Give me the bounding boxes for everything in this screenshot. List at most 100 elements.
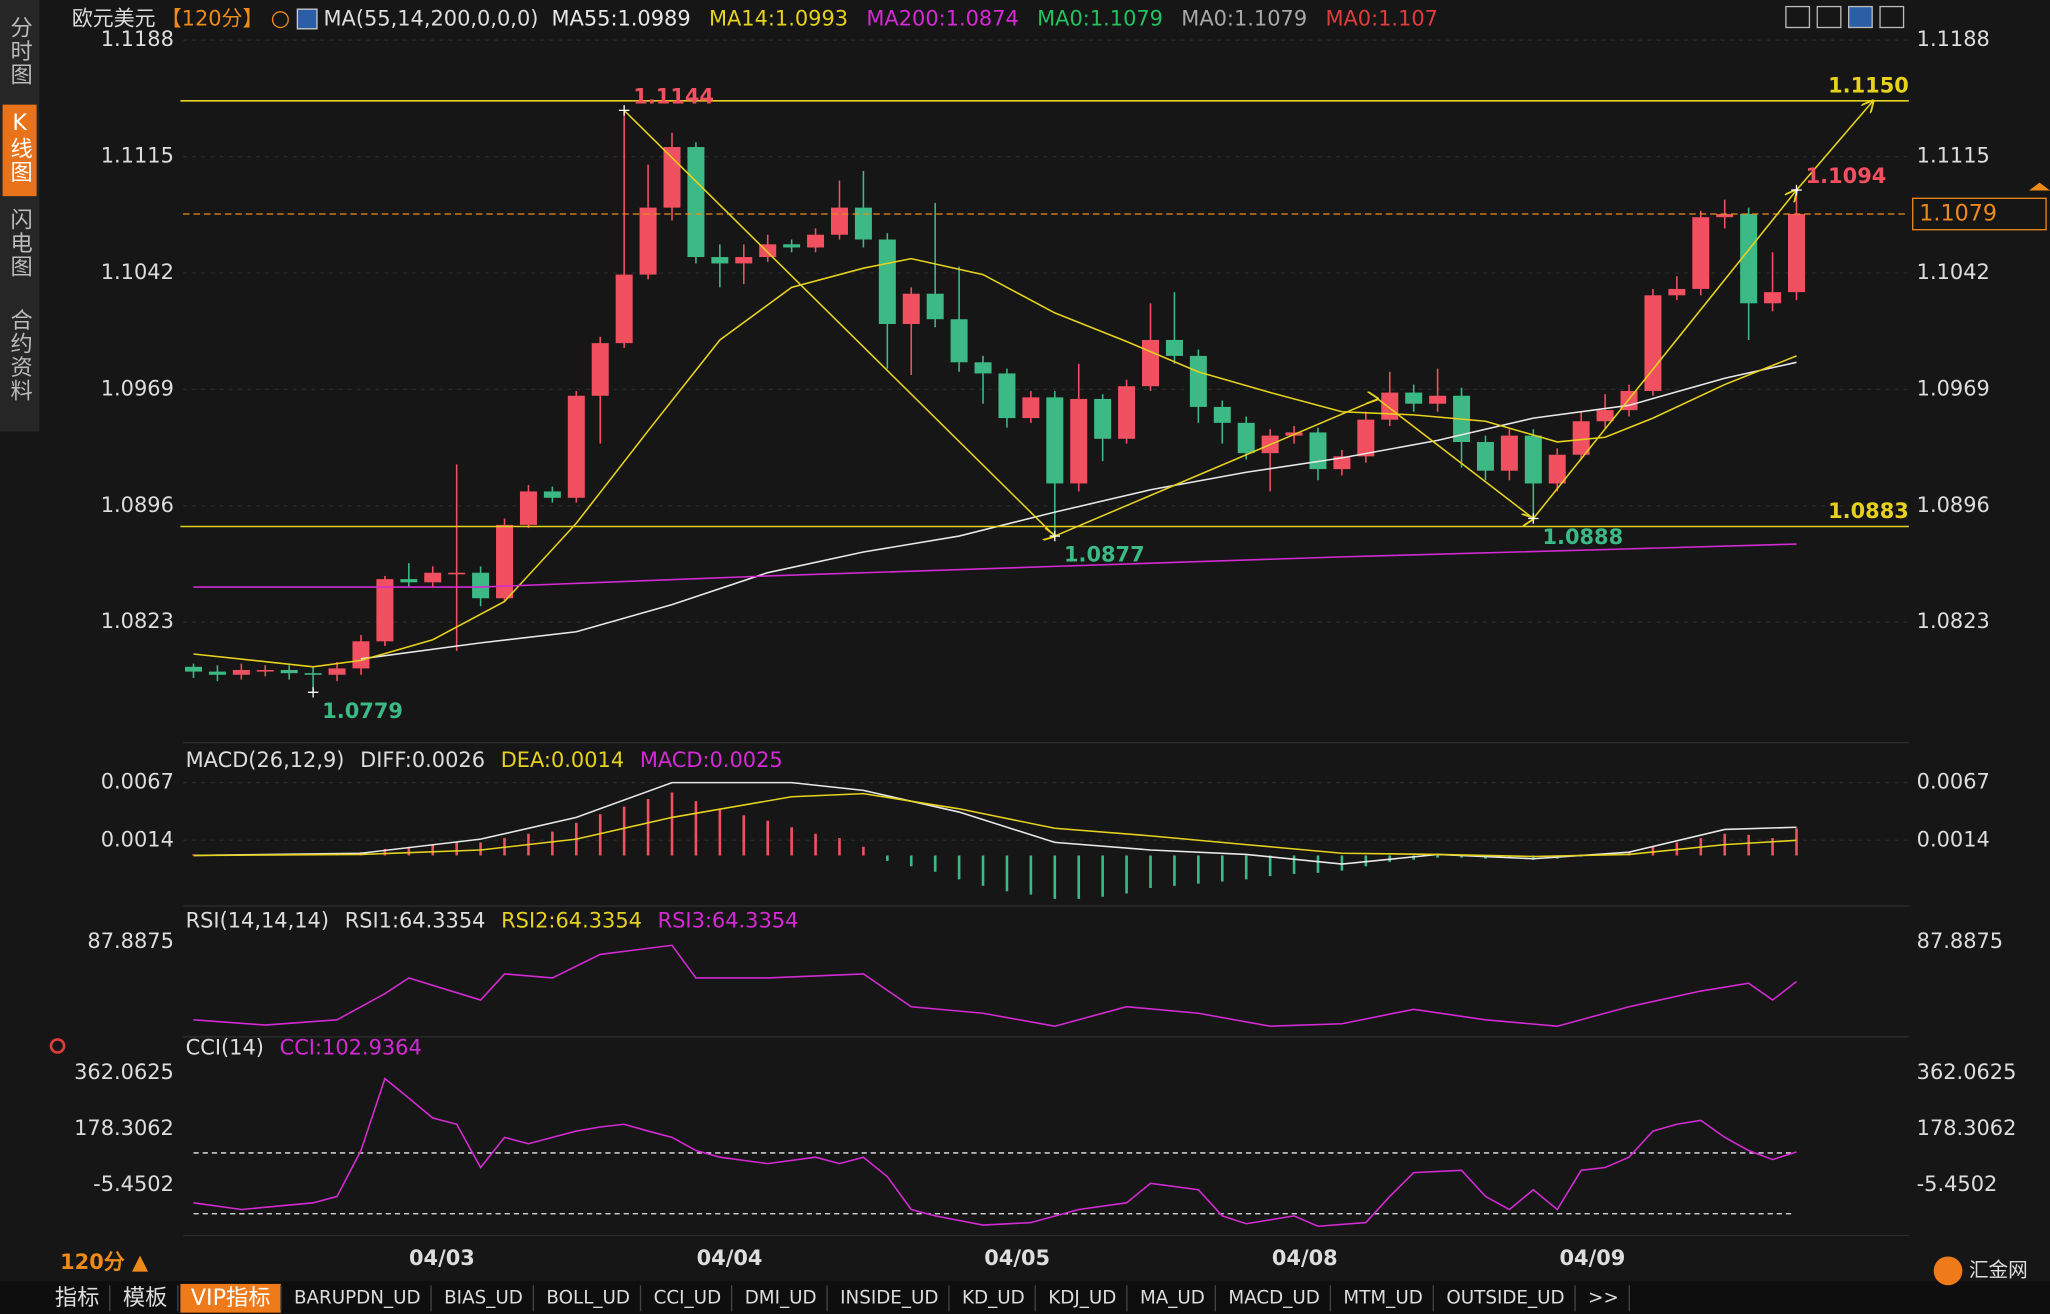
footer-tab[interactable]: DMI_UD	[745, 1287, 817, 1308]
period-selector[interactable]: 120分 ▲	[60, 1250, 149, 1274]
candle-body	[615, 274, 633, 344]
y-tick-label: 178.3062	[1917, 1116, 2017, 1140]
sidebar-tab[interactable]: 闪电图	[7, 207, 33, 278]
candle-body	[1405, 392, 1423, 404]
extreme-label: 1.0779	[322, 699, 403, 723]
candle-body	[1500, 435, 1518, 471]
extreme-label: 1.0888	[1542, 525, 1623, 549]
icon[interactable]	[1785, 5, 1811, 29]
candle-body	[1692, 217, 1710, 289]
candle-body	[352, 641, 370, 669]
indicator-value: MA14:1.0993	[709, 7, 848, 31]
candle-body	[496, 524, 514, 599]
alert-icon[interactable]	[49, 1038, 66, 1054]
y-tick-label: 1.0823	[101, 609, 174, 633]
footer-bar	[0, 1281, 2050, 1314]
icon[interactable]	[1816, 5, 1842, 29]
x-tick-label: 04/08	[1272, 1246, 1338, 1270]
y-tick-label: 0.0014	[101, 827, 174, 851]
toolbar-icons[interactable]	[1785, 5, 1905, 29]
icon[interactable]	[1848, 5, 1873, 29]
extreme-marker	[1791, 184, 1802, 196]
footer-tab[interactable]: CCI_UD	[654, 1287, 722, 1308]
y-tick-label: 1.1188	[1917, 27, 1990, 51]
x-tick-label: 04/05	[984, 1246, 1050, 1270]
candle-body	[232, 669, 250, 675]
footer-tab[interactable]: 指标	[55, 1285, 99, 1311]
candle-body	[184, 666, 202, 672]
indicator-value: MA200:1.0874	[866, 7, 1018, 31]
indicator-line	[193, 944, 1797, 1028]
logo-icon	[1933, 1256, 1963, 1286]
y-tick-label: 362.0625	[1917, 1060, 2017, 1084]
last-price-label: 1.1079	[1919, 200, 1997, 226]
study-icon[interactable]	[296, 8, 318, 30]
candle-body	[807, 234, 825, 248]
panel-legend: MACD(26,12,9)	[186, 748, 345, 772]
panel-legend: RSI3:64.3354	[658, 909, 799, 933]
candle-body	[1142, 339, 1160, 387]
extreme-label: 1.0877	[1064, 543, 1145, 567]
candle-body	[711, 257, 729, 264]
footer-tab[interactable]: MA_UD	[1140, 1287, 1205, 1308]
panel-legend: DIFF:0.0026	[360, 748, 485, 772]
candle-body	[1548, 454, 1566, 484]
y-tick-label: 1.1188	[101, 27, 174, 51]
candle-body	[1022, 397, 1040, 419]
x-tick-label: 04/03	[409, 1246, 475, 1270]
y-tick-label: 0.0067	[1917, 770, 1990, 794]
price-flag	[2029, 182, 2050, 191]
y-tick-label: -5.4502	[93, 1172, 174, 1196]
candle-body	[1357, 419, 1375, 457]
y-tick-label: 1.1042	[1917, 260, 1990, 284]
candle-body	[1476, 441, 1494, 471]
footer-tab[interactable]: BOLL_UD	[546, 1287, 630, 1308]
y-tick-label: 1.0969	[101, 376, 174, 400]
indicator-value: MA55:1.0989	[552, 7, 691, 31]
candle-body	[280, 669, 298, 674]
y-tick-label: 87.8875	[87, 929, 173, 953]
footer-tab[interactable]: VIP指标	[191, 1285, 271, 1311]
candle-body	[1572, 421, 1590, 455]
y-tick-label: 1.0969	[1917, 376, 1990, 400]
panel-legend: CCI:102.9364	[280, 1036, 422, 1060]
candle-body	[519, 491, 537, 525]
footer-tab[interactable]: MACD_UD	[1228, 1287, 1319, 1308]
indicator-line	[193, 1077, 1797, 1228]
extreme-label: 1.1094	[1806, 164, 1887, 188]
footer-tab[interactable]: BIAS_UD	[444, 1287, 523, 1308]
footer-tab[interactable]: OUTSIDE_UD	[1446, 1287, 1564, 1308]
candle-body	[1429, 395, 1447, 404]
y-tick-label: 1.1042	[101, 260, 174, 284]
sidebar-tab[interactable]: K线图	[7, 110, 33, 184]
icon[interactable]	[1879, 5, 1905, 29]
candle-body	[1596, 410, 1614, 422]
footer-tab[interactable]: KDJ_UD	[1048, 1287, 1116, 1308]
sidebar-tab[interactable]: 合约资料	[7, 308, 33, 403]
trend-line	[623, 101, 1873, 536]
candle-body	[902, 293, 920, 325]
candle-body	[591, 343, 609, 396]
add-icon[interactable]	[271, 11, 289, 29]
footer-tab[interactable]: KD_UD	[962, 1287, 1025, 1308]
footer-tab[interactable]: >>	[1588, 1287, 1619, 1308]
candle-body	[1740, 213, 1758, 304]
level-label: 1.0883	[1828, 499, 1909, 523]
candle-body	[400, 579, 418, 583]
candle-body	[328, 668, 346, 675]
footer-tab[interactable]: INSIDE_UD	[840, 1287, 938, 1308]
candle-body	[1309, 432, 1327, 470]
footer-tab[interactable]: MTM_UD	[1343, 1287, 1422, 1308]
candle-body	[256, 669, 274, 672]
footer-tab[interactable]: BARUPDN_UD	[294, 1287, 421, 1308]
candle-body	[1189, 355, 1207, 407]
candle-body	[950, 319, 968, 363]
y-tick-label: 1.1115	[101, 144, 174, 168]
footer-tab[interactable]: 模板	[123, 1285, 167, 1311]
study-name: MA(55,14,200,0,0,0)	[324, 7, 539, 31]
candle-body	[472, 572, 490, 599]
y-tick-label: 1.0823	[1917, 609, 1990, 633]
sidebar-tab[interactable]: 分时图	[7, 15, 33, 86]
